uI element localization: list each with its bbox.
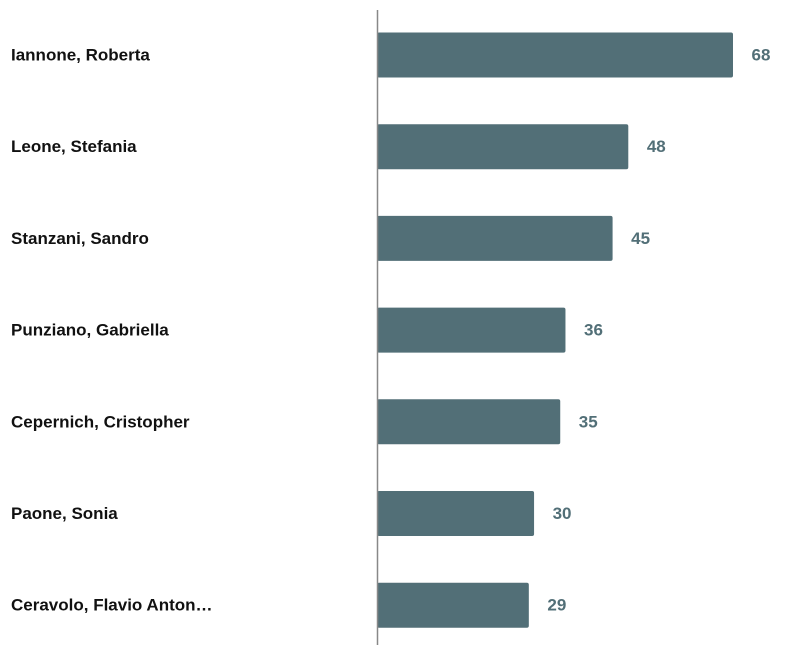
value-label: 36 <box>584 321 603 340</box>
bar <box>377 307 566 353</box>
category-label: Ceravolo, Flavio Anton… <box>11 596 213 615</box>
value-label: 29 <box>547 596 566 615</box>
category-label: Stanzani, Sandro <box>11 229 149 248</box>
value-label: 30 <box>553 504 572 523</box>
value-label: 68 <box>752 46 771 65</box>
bar <box>377 582 529 628</box>
category-labels: Iannone, Roberta Leone, Stefania Stanzani,… <box>11 46 213 615</box>
bar <box>377 491 535 536</box>
category-label: Iannone, Roberta <box>11 46 150 65</box>
bar <box>377 399 561 445</box>
value-label: 35 <box>579 412 598 431</box>
category-label: Leone, Stefania <box>11 137 137 156</box>
bar <box>377 124 629 170</box>
category-label: Cepernich, Cristopher <box>11 412 190 431</box>
bar <box>377 32 733 78</box>
category-label: Paone, Sonia <box>11 504 118 523</box>
category-label: Punziano, Gabriella <box>11 321 169 340</box>
bar <box>377 215 613 261</box>
value-label: 48 <box>647 137 666 156</box>
value-label: 45 <box>631 229 650 248</box>
value-labels: 68 48 45 36 35 30 29 <box>547 46 770 615</box>
bars <box>377 32 733 628</box>
